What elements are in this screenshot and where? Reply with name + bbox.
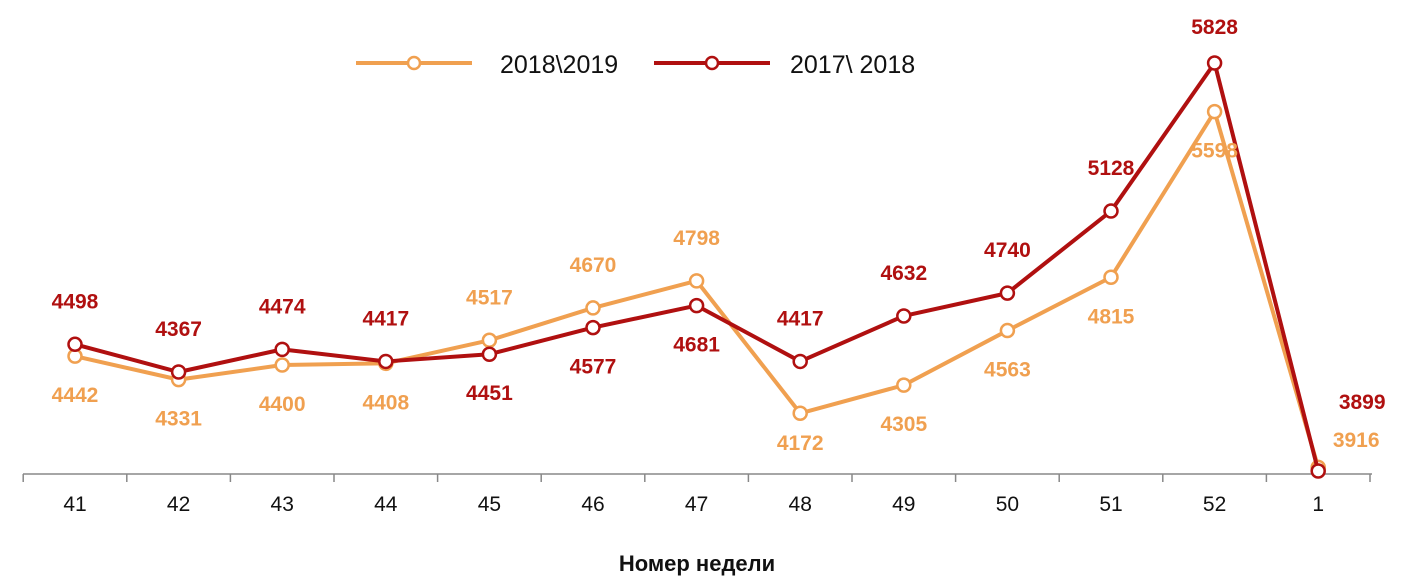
data-point — [688, 297, 705, 314]
x-tick-label: 42 — [167, 493, 190, 516]
data-label: 4417 — [362, 307, 409, 330]
data-point — [1103, 203, 1119, 219]
data-point — [688, 273, 705, 289]
x-tick-label: 46 — [581, 493, 604, 516]
data-point — [378, 353, 394, 370]
data-label: 4517 — [466, 286, 513, 309]
data-point — [1310, 463, 1326, 479]
data-label: 4474 — [259, 295, 306, 318]
data-label: 4417 — [777, 307, 824, 330]
data-label: 4367 — [155, 318, 202, 341]
x-tick-label: 52 — [1203, 493, 1226, 516]
series-layer — [67, 55, 1326, 479]
data-label: 4305 — [880, 413, 927, 436]
data-label: 4442 — [52, 384, 99, 407]
data-label: 4798 — [673, 227, 720, 250]
data-point — [896, 377, 912, 393]
legend-label-series-1: 2018\2019 — [500, 51, 618, 79]
x-axis-title: Номер недели — [619, 551, 775, 576]
legend-marker-series-2 — [704, 55, 720, 71]
data-point — [274, 341, 290, 358]
data-point — [67, 336, 83, 353]
data-point — [481, 332, 498, 349]
legend-marker-series-1 — [406, 55, 422, 71]
data-point — [999, 322, 1016, 339]
x-tick-label: 47 — [685, 493, 708, 516]
data-label: 4632 — [880, 262, 927, 285]
x-tick-label: 43 — [271, 493, 294, 516]
x-tick-label: 1 — [1312, 493, 1324, 516]
x-tick-label: 50 — [996, 493, 1019, 516]
x-tick-label: 48 — [789, 493, 812, 516]
x-tick-label: 49 — [892, 493, 915, 516]
data-point — [1103, 269, 1119, 286]
x-tick-label: 45 — [478, 493, 501, 516]
data-label: 4577 — [570, 356, 617, 379]
data-label: 5828 — [1191, 16, 1238, 39]
x-tick-label: 44 — [374, 493, 398, 516]
x-axis-ticks — [22, 474, 1371, 482]
data-point — [1206, 55, 1223, 71]
data-point — [999, 285, 1016, 301]
data-label: 5128 — [1088, 157, 1135, 180]
legend-label-series-2: 2017\ 2018 — [790, 51, 915, 79]
data-point — [1206, 103, 1223, 120]
data-label: 4400 — [259, 393, 306, 416]
series-2 — [67, 55, 1326, 479]
data-point — [274, 357, 290, 373]
data-labels: 4442 4498 4331 4367 4400 4474 4408 4417 4517 4451… — [52, 16, 1386, 455]
legend: 2018\2019 2017\ 2018 — [356, 51, 915, 79]
data-label: 4815 — [1088, 305, 1135, 328]
data-label: 4563 — [984, 359, 1031, 382]
x-axis-tick-labels: 41 42 43 44 45 46 47 48 49 50 51 52 1 — [63, 493, 1324, 516]
data-label: 4331 — [155, 408, 202, 431]
data-label: 4408 — [362, 391, 409, 414]
data-label: 4670 — [570, 254, 617, 277]
data-point — [585, 300, 601, 316]
data-point — [170, 364, 187, 380]
data-point — [585, 319, 601, 336]
data-label: 4498 — [52, 290, 99, 313]
data-label: 4172 — [777, 432, 824, 455]
data-label: 4681 — [673, 334, 720, 357]
data-point — [792, 353, 808, 370]
data-point — [792, 405, 808, 422]
x-tick-label: 41 — [63, 493, 86, 516]
data-label: 3916 — [1333, 429, 1380, 452]
data-label: 4740 — [984, 239, 1031, 262]
data-point — [896, 308, 912, 324]
series-1 — [67, 103, 1326, 476]
data-label: 5598 — [1191, 140, 1238, 163]
data-label: 4451 — [466, 382, 513, 405]
x-axis: 41 42 43 44 45 46 47 48 49 50 51 52 1 Номер недели — [22, 473, 1372, 576]
data-label: 3899 — [1339, 391, 1386, 414]
x-tick-label: 51 — [1099, 493, 1122, 516]
data-point — [481, 346, 498, 362]
